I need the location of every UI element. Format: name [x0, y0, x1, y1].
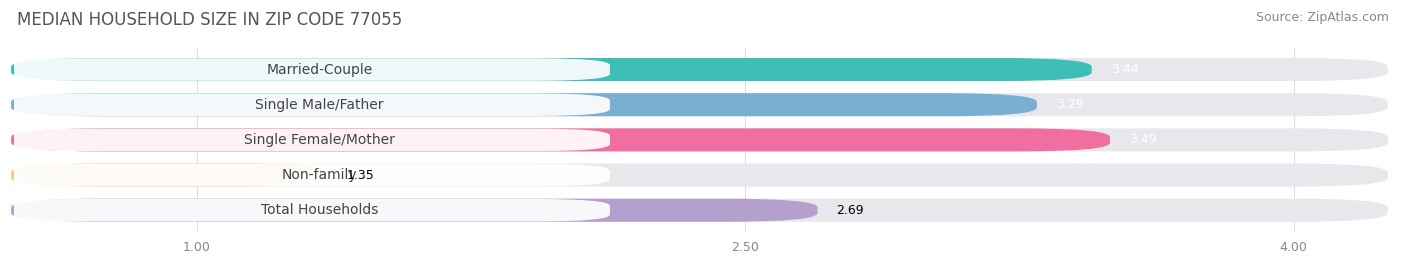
Text: 3.49: 3.49: [1129, 133, 1157, 146]
FancyBboxPatch shape: [11, 93, 1036, 116]
FancyBboxPatch shape: [11, 58, 1091, 81]
FancyBboxPatch shape: [11, 199, 817, 222]
Text: 3.29: 3.29: [1056, 98, 1084, 111]
FancyBboxPatch shape: [7, 93, 610, 116]
Text: Married-Couple: Married-Couple: [266, 62, 373, 76]
FancyBboxPatch shape: [11, 58, 1388, 81]
FancyBboxPatch shape: [11, 93, 1388, 116]
Text: Single Male/Father: Single Male/Father: [254, 98, 384, 112]
Text: Non-family: Non-family: [281, 168, 357, 182]
FancyBboxPatch shape: [7, 129, 610, 151]
FancyBboxPatch shape: [7, 199, 610, 221]
FancyBboxPatch shape: [11, 128, 1109, 151]
Text: 3.44: 3.44: [1111, 63, 1139, 76]
Text: 2.69: 2.69: [837, 204, 865, 217]
FancyBboxPatch shape: [11, 164, 328, 187]
Text: MEDIAN HOUSEHOLD SIZE IN ZIP CODE 77055: MEDIAN HOUSEHOLD SIZE IN ZIP CODE 77055: [17, 11, 402, 29]
FancyBboxPatch shape: [11, 164, 1388, 187]
Text: Source: ZipAtlas.com: Source: ZipAtlas.com: [1256, 11, 1389, 24]
Text: 1.35: 1.35: [347, 169, 374, 182]
Text: Total Households: Total Households: [260, 203, 378, 217]
FancyBboxPatch shape: [7, 58, 610, 81]
Text: Single Female/Mother: Single Female/Mother: [243, 133, 395, 147]
FancyBboxPatch shape: [11, 128, 1388, 151]
FancyBboxPatch shape: [7, 164, 610, 186]
FancyBboxPatch shape: [11, 199, 1388, 222]
